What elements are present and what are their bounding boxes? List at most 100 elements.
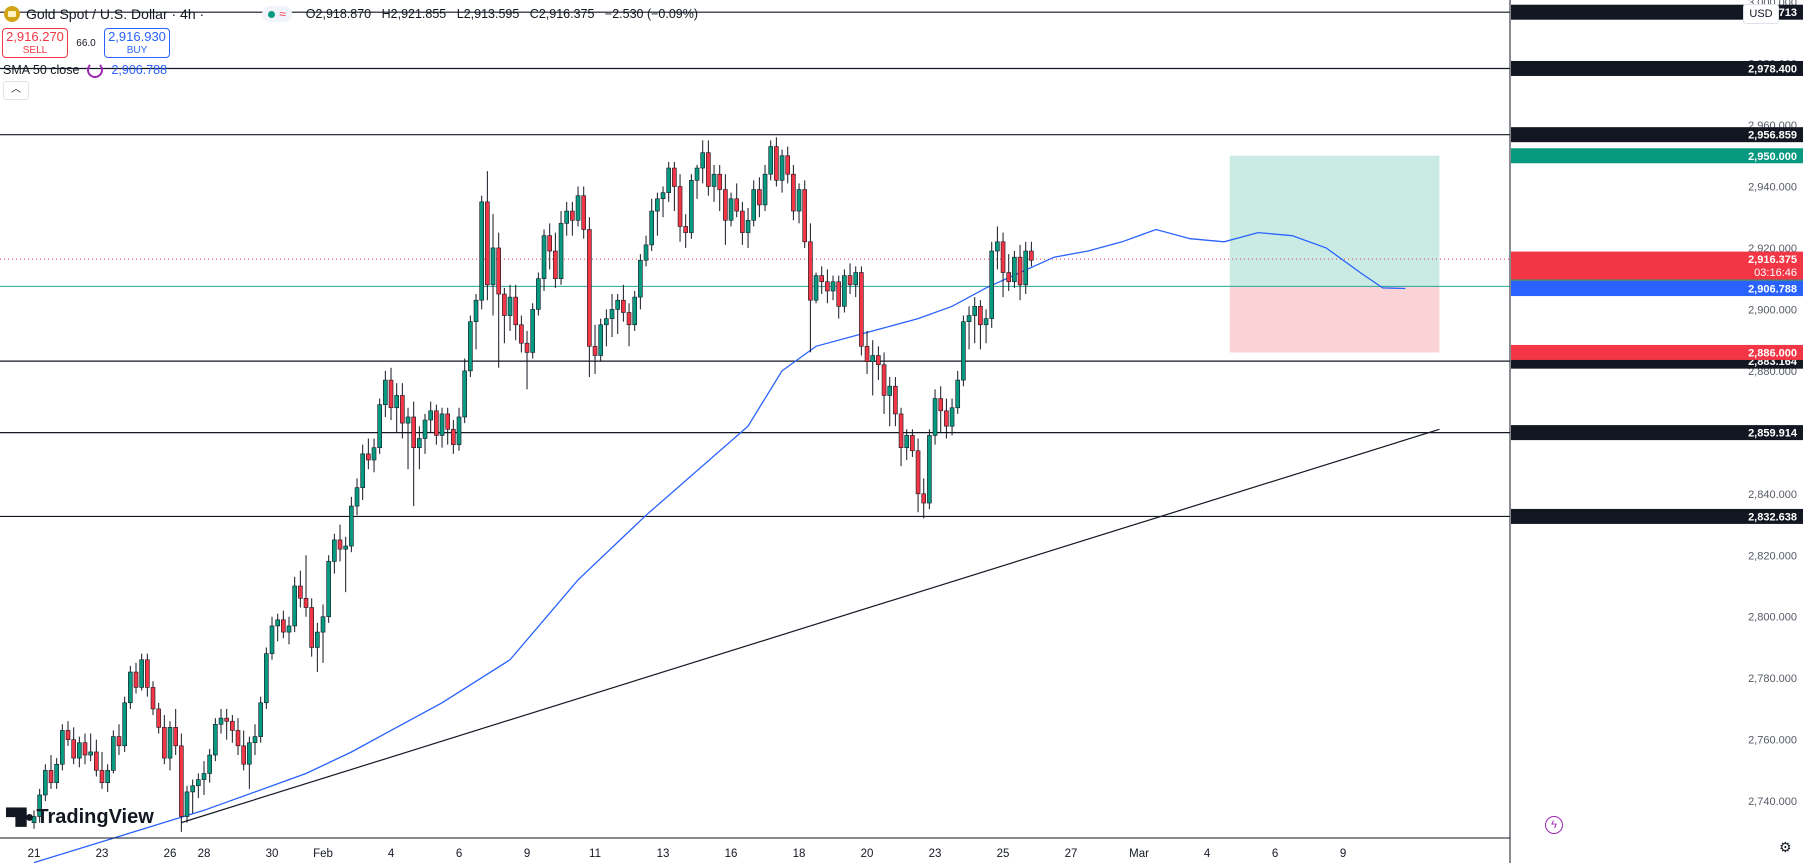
candle-body	[315, 631, 320, 648]
symbol-title[interactable]: Gold Spot / U.S. Dollar · 4h ·	[26, 6, 205, 22]
gear-icon[interactable]: ⚙	[1779, 839, 1792, 855]
candle-body	[422, 419, 428, 439]
candle-body	[162, 727, 167, 759]
level-price-tag: 2,978.400	[1748, 63, 1797, 75]
time-tick-label: 25	[997, 848, 1010, 860]
candle-body	[190, 785, 195, 793]
price-tick-label: 2,840.000	[1748, 489, 1797, 501]
candle-body	[587, 229, 592, 347]
candle-body	[966, 315, 972, 323]
candle-body	[173, 727, 178, 747]
price-tick-label: 2,820.000	[1748, 550, 1797, 562]
candle-body	[972, 306, 978, 316]
indicator-legend[interactable]: SMA 50 close 2,906.788	[3, 62, 167, 78]
candle-body	[275, 619, 280, 627]
refresh-icon[interactable]	[87, 62, 104, 78]
candle-body	[870, 355, 876, 362]
candle-body	[609, 309, 615, 319]
plot-area[interactable]	[0, 0, 1510, 838]
candle-body	[887, 385, 893, 396]
candle-body	[394, 395, 399, 409]
candle-body	[683, 226, 689, 233]
time-tick-label: 13	[657, 848, 670, 860]
collapse-legend-button[interactable]: ︿	[3, 81, 29, 100]
buy-button[interactable]: 2,916.930 BUY	[104, 28, 170, 58]
price-tick-label: 2,740.000	[1748, 796, 1797, 808]
candle-body	[643, 244, 649, 261]
candle-body	[723, 189, 728, 221]
candle-body	[405, 416, 411, 424]
time-tick-label: Feb	[313, 848, 333, 860]
candle-body	[672, 167, 677, 187]
candle-body	[111, 736, 116, 771]
candle-body	[655, 198, 660, 212]
trendline[interactable]	[181, 428, 1440, 824]
level-price-tag: 2,859.914	[1748, 428, 1798, 440]
candle-body	[150, 687, 156, 710]
level-price-tag-bg	[1511, 425, 1803, 441]
candle-body	[592, 345, 598, 356]
candle-body	[496, 247, 501, 295]
reward-zone[interactable]	[1229, 155, 1440, 287]
tradingview-logo-icon: ▀█●	[6, 808, 34, 826]
candle-body	[519, 324, 524, 344]
candle-body	[660, 192, 666, 200]
candle-body	[944, 410, 949, 427]
market-status-pill[interactable]: ≈	[262, 6, 292, 22]
candle-body	[354, 487, 360, 507]
market-open-icon	[268, 10, 276, 18]
risk-zone[interactable]	[1229, 286, 1440, 353]
candle-body	[54, 763, 59, 783]
candle-body	[462, 370, 467, 418]
candle-body	[1006, 272, 1012, 283]
lightning-icon[interactable]: ϟ	[1545, 816, 1563, 834]
candle-body	[371, 447, 377, 461]
time-tick-label: 6	[456, 848, 462, 860]
candle-body	[99, 770, 105, 783]
candle-body	[377, 404, 382, 449]
candle-body	[298, 585, 303, 599]
candle-body	[156, 708, 161, 728]
candle-body	[366, 453, 371, 461]
candle-body	[677, 186, 683, 227]
level-price-tag-bg	[1511, 127, 1803, 143]
candle-body	[184, 791, 190, 817]
price-tick-label: 2,880.000	[1748, 366, 1797, 378]
candle-body	[830, 281, 836, 292]
time-tick-label: Mar	[1129, 848, 1149, 860]
candle-body	[825, 281, 830, 292]
candle-body	[456, 416, 462, 445]
candle-body	[910, 435, 915, 452]
candle-body	[451, 428, 456, 445]
candle-body	[332, 539, 337, 562]
candle-body	[513, 296, 518, 326]
candle-body	[541, 235, 547, 279]
candle-body	[808, 241, 813, 301]
time-tick-label: 27	[1065, 848, 1078, 860]
candle-body	[740, 210, 745, 233]
candle-body	[791, 173, 796, 212]
candle-body	[71, 739, 76, 759]
candle-body	[445, 413, 450, 430]
ohlc-readout: O2,918.870 H2,921.855 L2,913.595 C2,916.…	[305, 7, 699, 21]
gold-symbol-icon	[4, 6, 20, 22]
candle-body	[938, 398, 944, 412]
candle-body	[60, 730, 65, 765]
sell-button[interactable]: 2,916.270 SELL	[2, 28, 68, 58]
candle-body	[507, 296, 513, 316]
axis-price-tag: 2,906.788	[1748, 284, 1797, 296]
candle-body	[700, 152, 706, 169]
price-tick-label: 2,800.000	[1748, 612, 1797, 624]
candle-body	[479, 201, 484, 301]
sma50-line[interactable]	[33, 228, 1406, 863]
candle-body	[65, 730, 71, 740]
candle-body	[286, 625, 292, 633]
time-tick-label: 9	[1340, 848, 1346, 860]
change-value: −2.530 (−0.09%)	[604, 7, 699, 21]
time-tick-label: 28	[198, 848, 211, 860]
candle-body	[196, 779, 201, 787]
currency-selector[interactable]: USD	[1743, 4, 1779, 24]
time-tick-label: 9	[524, 848, 530, 860]
candle-body	[774, 146, 779, 181]
